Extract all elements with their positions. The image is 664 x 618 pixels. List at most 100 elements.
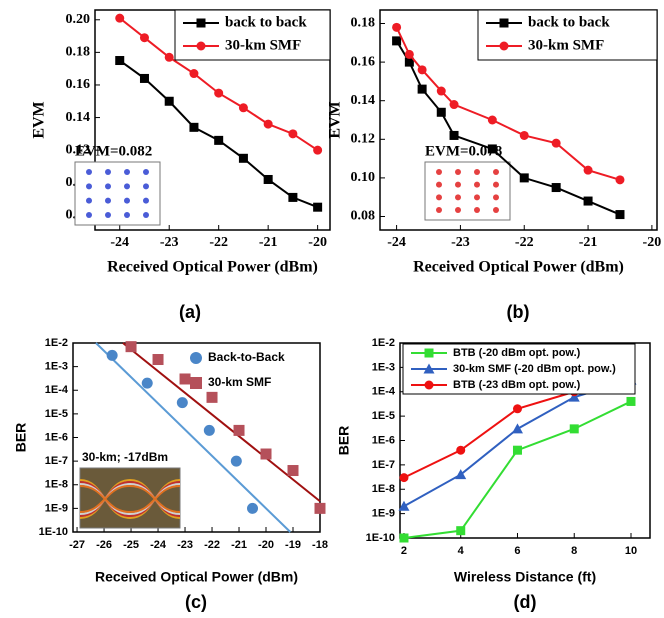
x-tick-label: -24 [387, 235, 406, 250]
marker [313, 203, 322, 212]
y-axis-title: BER [336, 426, 352, 456]
constellation-dot [105, 212, 111, 218]
marker [189, 123, 198, 132]
marker [197, 19, 206, 28]
panel-label: (b) [507, 302, 530, 322]
x-tick-label: -18 [312, 539, 328, 551]
marker [437, 87, 446, 96]
x-tick-label: -19 [285, 539, 301, 551]
y-tick-label: 1E-5 [45, 408, 68, 420]
marker [140, 74, 149, 83]
constellation-dot [474, 169, 480, 175]
constellation-dot [455, 169, 461, 175]
marker [288, 129, 297, 138]
y-tick-label: 0.12 [351, 132, 376, 147]
y-tick-label: 0.14 [351, 93, 376, 108]
x-axis-title: Received Optical Power (dBm) [95, 569, 298, 585]
marker [570, 424, 579, 433]
marker [115, 14, 124, 23]
chart-panel: -27-26-25-24-23-22-21-20-19-181E-101E-91… [13, 337, 328, 612]
constellation-dot [493, 194, 499, 200]
constellation-dot [436, 182, 442, 188]
x-axis-title: Wireless Distance (ft) [454, 569, 596, 585]
marker [500, 42, 509, 51]
x-tick-label: -24 [110, 235, 129, 250]
constellation-dot [86, 169, 92, 175]
constellation-dot [105, 198, 111, 204]
constellation-dot [124, 198, 130, 204]
marker [418, 65, 427, 74]
y-tick-label: 1E-3 [45, 361, 68, 373]
constellation-dot [455, 182, 461, 188]
marker [234, 425, 245, 436]
constellation-dot [436, 194, 442, 200]
marker [214, 89, 223, 98]
x-tick-label: -22 [515, 235, 534, 250]
y-tick-label: 1E-2 [45, 337, 68, 349]
constellation-dot [474, 182, 480, 188]
marker [165, 53, 174, 62]
y-axis-title: EVM [327, 101, 344, 138]
series-line [404, 380, 631, 506]
legend-label: back to back [225, 14, 307, 30]
panel-label: (c) [185, 592, 207, 612]
x-tick-label: 6 [514, 545, 520, 557]
panel-label: (d) [514, 592, 537, 612]
constellation-dot [124, 212, 130, 218]
marker [520, 131, 529, 140]
x-tick-label: 2 [401, 545, 407, 557]
marker [189, 69, 198, 78]
marker [399, 473, 408, 482]
marker [180, 373, 191, 384]
x-tick-label: -26 [96, 539, 112, 551]
constellation-dot [474, 207, 480, 213]
marker [264, 175, 273, 184]
marker [399, 534, 408, 543]
chart-panel: 2468101E-101E-91E-81E-71E-61E-51E-41E-31… [336, 337, 650, 612]
legend-label: back to back [528, 14, 610, 30]
marker [552, 139, 561, 148]
x-tick-label: -22 [204, 539, 220, 551]
marker [153, 354, 164, 365]
x-tick-label: -21 [579, 235, 598, 250]
constellation-dot [86, 198, 92, 204]
y-tick-label: 1E-7 [372, 459, 395, 471]
marker [425, 349, 434, 358]
legend: BTB (-20 dBm opt. pow.)30-km SMF (-20 dB… [403, 344, 635, 394]
marker [520, 173, 529, 182]
constellation-dot [105, 169, 111, 175]
marker [261, 449, 272, 460]
y-tick-label: 0.20 [66, 12, 91, 27]
x-tick-label: 10 [625, 545, 637, 557]
marker [488, 144, 497, 153]
x-axis-title: Received Optical Power (dBm) [413, 259, 624, 276]
marker [392, 23, 401, 32]
constellation-dot [493, 207, 499, 213]
marker [615, 210, 624, 219]
marker [450, 100, 459, 109]
marker [264, 120, 273, 129]
y-tick-label: 1E-8 [372, 483, 395, 495]
y-axis-title: BER [13, 423, 29, 453]
marker [247, 503, 258, 514]
marker [313, 146, 322, 155]
marker [418, 85, 427, 94]
x-tick-label: -22 [209, 235, 228, 250]
annotation: 30-km; -17dBm [82, 450, 168, 464]
constellation-dot [493, 182, 499, 188]
y-tick-label: 1E-4 [45, 384, 69, 396]
marker [552, 183, 561, 192]
marker [456, 526, 465, 535]
marker [177, 397, 188, 408]
marker [488, 116, 497, 125]
y-tick-label: 1E-9 [45, 502, 68, 514]
marker [437, 108, 446, 117]
x-axis-title: Received Optical Power (dBm) [107, 259, 318, 276]
marker [584, 197, 593, 206]
x-tick-label: -23 [160, 235, 179, 250]
x-tick-label: -20 [643, 235, 662, 250]
constellation-dot [86, 183, 92, 189]
marker [456, 446, 465, 455]
marker [315, 503, 326, 514]
